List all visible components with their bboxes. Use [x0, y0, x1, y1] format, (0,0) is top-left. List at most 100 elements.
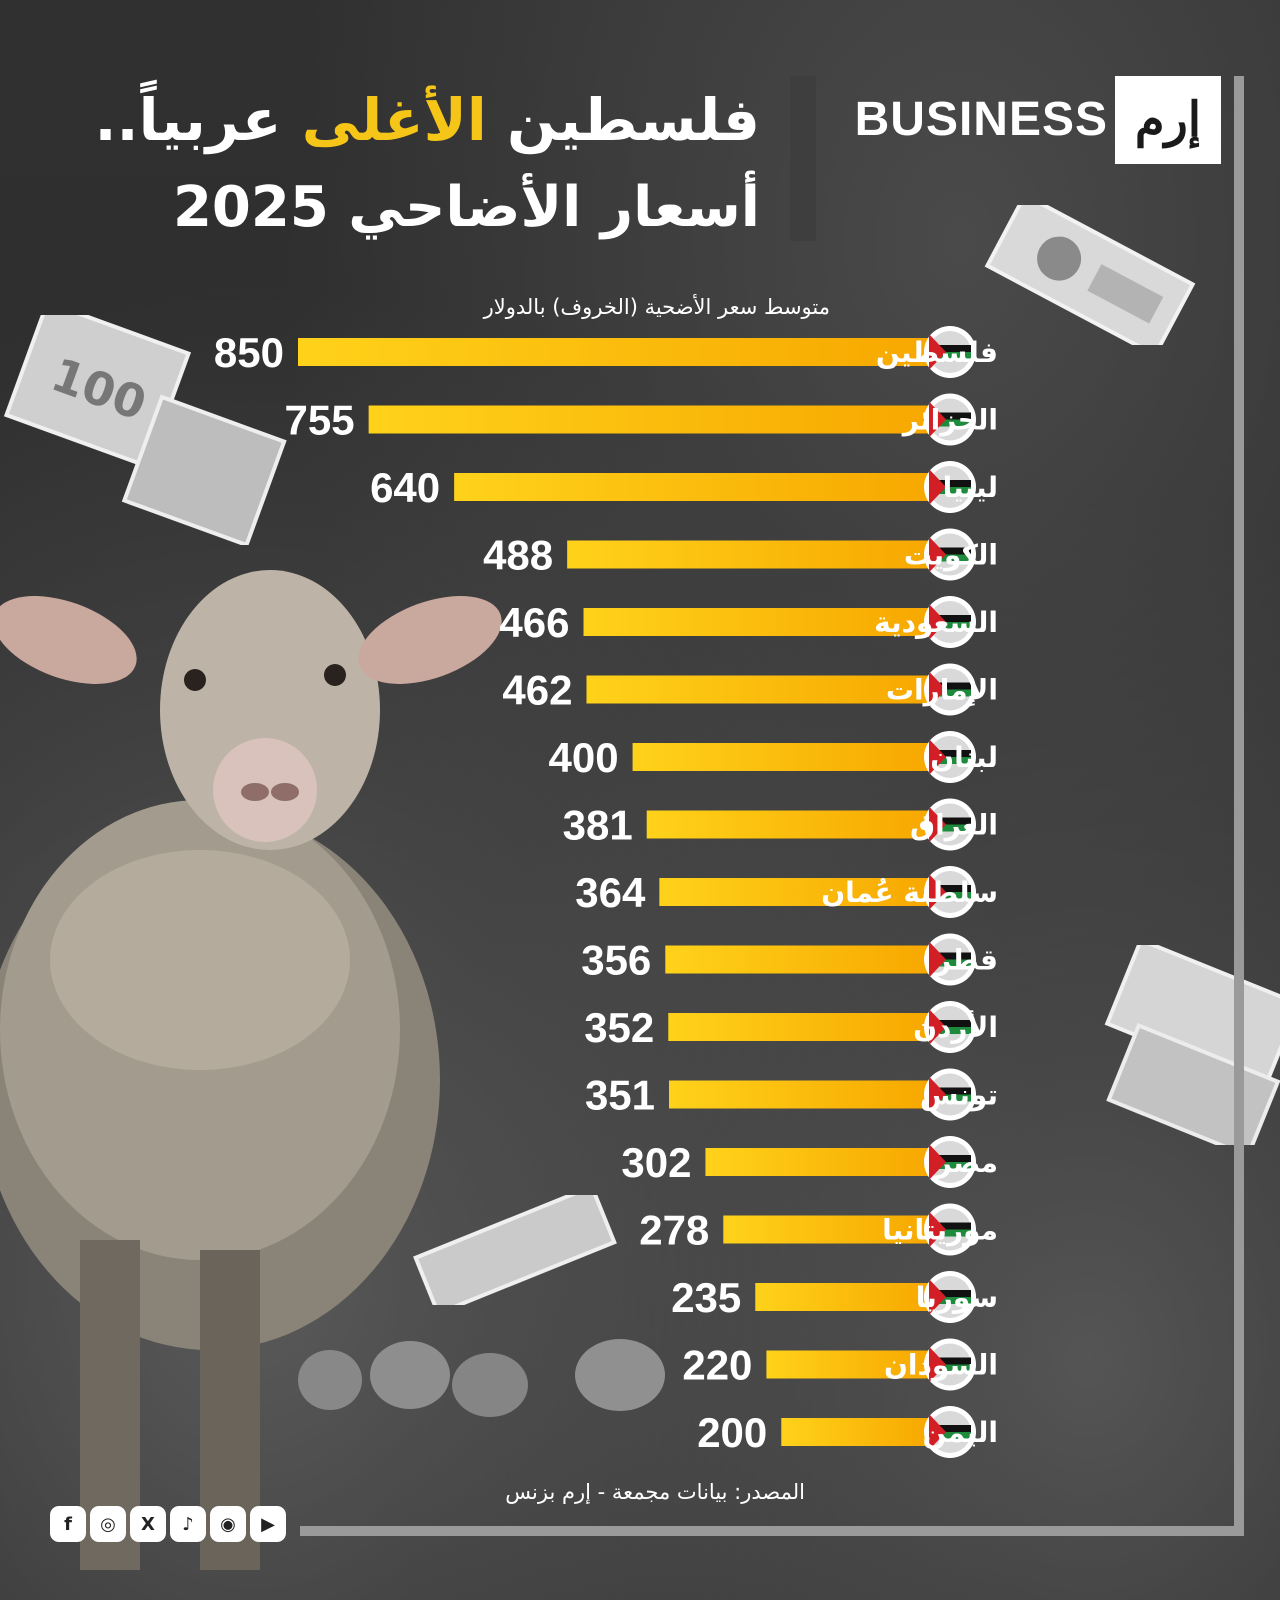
instagram-icon[interactable]: ◎ [90, 1506, 126, 1542]
bar-value-label: 488 [483, 532, 553, 579]
title-part2: عربياً.. [94, 86, 282, 154]
saudi-flag-icon [924, 596, 976, 648]
bars-layer: 850 فلسطين 755 الجزائر 640 ليبيا 488 الكويت 466 ا… [214, 326, 998, 1458]
category-label: سوريا [916, 1281, 998, 1314]
flag-stripe [929, 1432, 971, 1439]
chart-subtitle: متوسط سعر الأضحية (الخروف) بالدولار [483, 295, 830, 319]
youtube-icon[interactable]: ▶ [250, 1506, 286, 1542]
money-bill-top-left: 100 [3, 315, 287, 545]
flag-stripe [929, 345, 971, 352]
flag-triangle [929, 1414, 946, 1450]
algeria-flag-icon [924, 393, 976, 446]
title-highlight: الأغلى [301, 86, 487, 154]
flag-stripe [929, 1357, 971, 1365]
flag-triangle [929, 604, 946, 640]
uae-flag-icon [924, 663, 976, 716]
bar [646, 810, 930, 839]
flag-stripe [929, 615, 971, 622]
category-label: السودان [884, 1349, 998, 1382]
brand-name: BUSINESS [854, 93, 1108, 146]
bar [454, 473, 930, 501]
flag-stripe [929, 750, 971, 757]
flag-triangle [929, 1346, 946, 1383]
x-icon[interactable]: X [130, 1506, 166, 1542]
tunisia-flag-icon [924, 1068, 976, 1121]
flag-stripe [929, 352, 971, 359]
syria-flag-icon [924, 1271, 976, 1323]
flag-triangle [929, 806, 946, 843]
flag-stripe [929, 1290, 971, 1297]
flag-stripe [929, 1094, 971, 1102]
social-icons: f ◎ X ♪ ◉ ▶ [50, 1506, 286, 1544]
yemen-flag-icon [924, 1406, 976, 1458]
category-label: السعودية [874, 606, 998, 639]
flag-triangle [929, 1144, 946, 1180]
bar-value-label: 381 [563, 802, 633, 849]
bar-value-label: 466 [499, 599, 569, 646]
small-sheep-flock [298, 1339, 665, 1417]
tiktok-icon[interactable]: ♪ [170, 1506, 206, 1542]
bar-value-label: 220 [682, 1342, 752, 1389]
bar [632, 743, 930, 771]
jordan-flag-icon [924, 1001, 976, 1053]
flag-triangle [929, 671, 946, 708]
flag-stripe [929, 480, 971, 487]
bar-value-label: 356 [581, 937, 651, 984]
bar [567, 540, 930, 569]
bar [586, 675, 930, 704]
flag-stripe [929, 824, 971, 832]
flag-stripe [929, 1027, 971, 1034]
bar-value-label: 278 [639, 1207, 709, 1254]
flag-stripe [929, 1020, 971, 1027]
bar-value-label: 400 [549, 734, 619, 781]
money-bill-bottom [413, 1195, 617, 1305]
category-label: اليمن [922, 1416, 998, 1449]
category-label: مصر [934, 1146, 998, 1179]
money-bill-top-right [984, 205, 1196, 345]
bar-value-label: 351 [585, 1072, 655, 1119]
bar [368, 405, 931, 434]
bar [668, 1013, 930, 1041]
bar [723, 1215, 930, 1244]
flag-stripe [929, 1155, 971, 1162]
bar [659, 878, 930, 906]
bar [781, 1418, 930, 1446]
flag-stripe [929, 952, 971, 960]
lebanon-flag-icon [924, 731, 976, 783]
flag-triangle [929, 874, 946, 910]
category-label: ليبيا [943, 471, 998, 504]
flag-triangle [929, 334, 946, 370]
snapchat-icon[interactable]: ◉ [210, 1506, 246, 1542]
flag-stripe [929, 1425, 971, 1432]
flag-stripe [929, 487, 971, 494]
bar-value-label: 462 [502, 667, 572, 714]
flag-stripe [929, 959, 971, 967]
flag-stripe [929, 1162, 971, 1169]
category-label: الأردن [913, 1010, 998, 1044]
bar [665, 945, 930, 974]
mauritania-flag-icon [924, 1203, 976, 1256]
flag-triangle [929, 941, 946, 978]
bar-value-label: 850 [214, 329, 284, 376]
bar [669, 1080, 930, 1109]
flag-stripe [929, 1229, 971, 1237]
kuwait-flag-icon [924, 528, 976, 581]
bar [766, 1350, 930, 1379]
facebook-icon[interactable]: f [50, 1506, 86, 1542]
bar [755, 1283, 930, 1311]
category-label: قطر [933, 944, 998, 977]
category-label: الإمارات [886, 674, 998, 707]
brand-logo: إرم [1115, 76, 1221, 164]
flag-stripe [929, 1222, 971, 1230]
flag-stripe [929, 547, 971, 555]
flag-triangle [929, 739, 946, 775]
flag-triangle [929, 536, 946, 573]
sheep-illustration [0, 570, 502, 1570]
sudan-flag-icon [924, 1338, 976, 1391]
qatar-flag-icon [924, 933, 976, 986]
bar-value-label: 200 [697, 1409, 767, 1456]
flag-stripe [929, 1364, 971, 1372]
iraq-flag-icon [924, 798, 976, 851]
flag-stripe [929, 412, 971, 420]
